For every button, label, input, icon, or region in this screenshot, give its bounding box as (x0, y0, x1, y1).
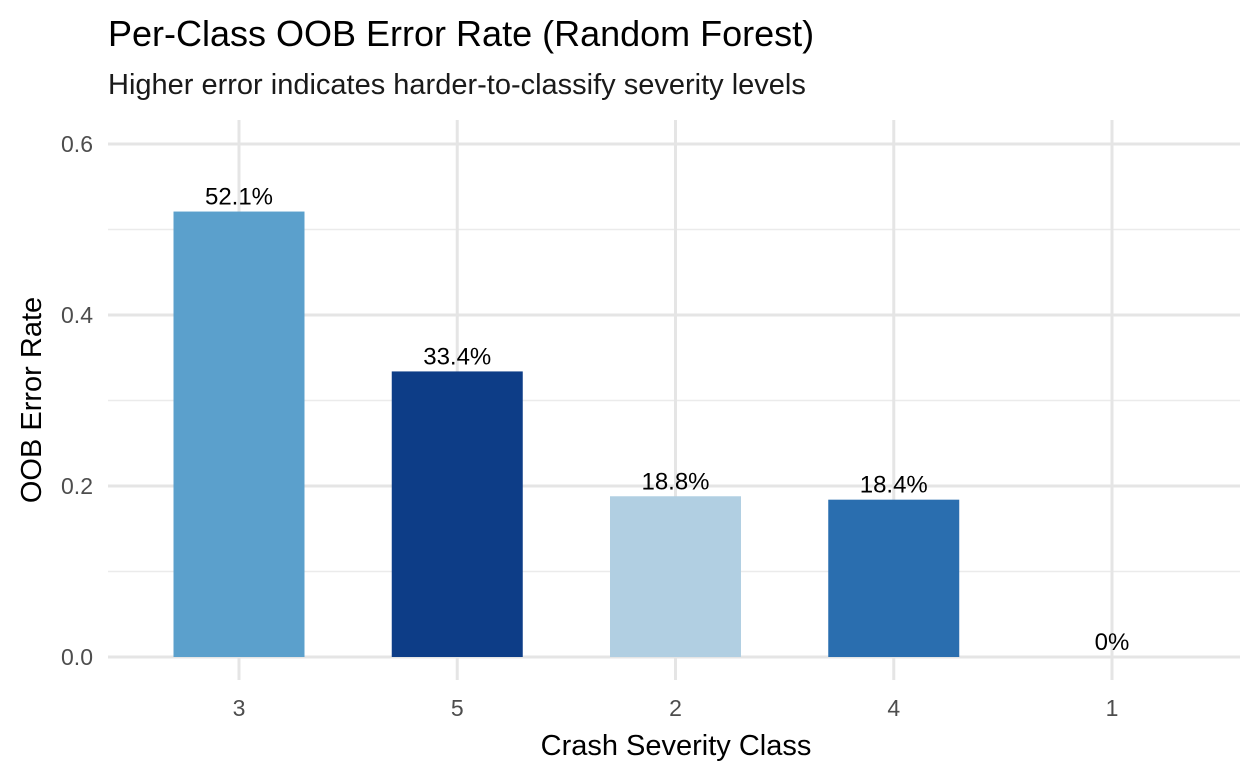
x-tick-label: 2 (669, 695, 682, 721)
x-tick-label: 1 (1106, 695, 1119, 721)
x-tick-label: 5 (451, 695, 464, 721)
bar (173, 211, 305, 658)
x-axis-ticks: 3 5 2 4 1 (233, 695, 1119, 721)
y-axis-title: OOB Error Rate (16, 297, 48, 503)
bar (828, 499, 960, 657)
y-tick-label: 0.4 (61, 302, 93, 328)
bar-data-label: 0% (1095, 629, 1130, 656)
bar-data-label: 33.4% (423, 343, 491, 370)
y-tick-label: 0.6 (61, 131, 93, 157)
y-tick-label: 0.2 (61, 473, 93, 499)
bar-data-label: 52.1% (205, 184, 273, 211)
bar (610, 496, 741, 657)
x-axis-title: Crash Severity Class (541, 730, 812, 762)
chart-subtitle: Higher error indicates harder-to-classif… (108, 69, 806, 101)
bars: 52.1% 33.4% 18.8% 18.4% 0% (173, 184, 1130, 658)
y-tick-label: 0.0 (61, 644, 93, 670)
chart-title: Per-Class OOB Error Rate (Random Forest) (108, 13, 814, 54)
x-tick-label: 3 (233, 695, 246, 721)
bar-data-label: 18.8% (641, 468, 709, 495)
x-tick-label: 4 (887, 695, 900, 721)
y-axis-ticks: 0.0 0.2 0.4 0.6 (61, 131, 93, 670)
bar (391, 371, 523, 657)
bar-data-label: 18.4% (860, 472, 928, 499)
